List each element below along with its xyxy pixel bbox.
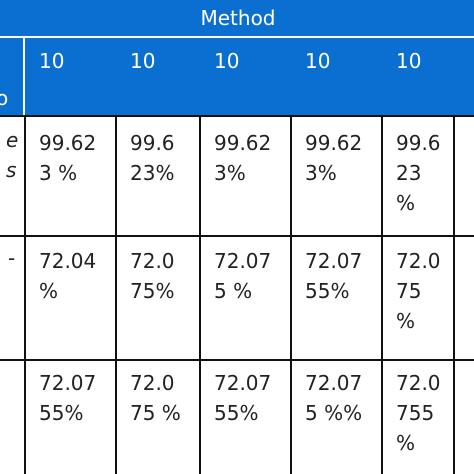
row-divider-top: [0, 115, 474, 117]
cell-line: 72.07: [39, 371, 97, 395]
table-cell: 72.04 %: [39, 246, 119, 306]
table-cell: 99.62 3 %: [39, 128, 119, 188]
cell-line: 3%: [214, 161, 246, 185]
column-divider-5: [453, 115, 455, 474]
table-cell: 99.6 23%: [130, 128, 210, 188]
column-header-1: 10: [39, 49, 65, 73]
cell-line: 99.62: [305, 131, 363, 155]
cell-line: %: [396, 191, 416, 215]
cell-line: 72.0: [130, 371, 175, 395]
table-cell: 72.0 75%: [130, 246, 210, 306]
cell-line: 99.6: [396, 131, 441, 155]
cell-line: 55%: [305, 279, 350, 303]
cell-line: %: [396, 309, 416, 333]
table-cell: 99.62 3%: [305, 128, 385, 188]
cell-line: 99.6: [130, 131, 175, 155]
row-divider-1: [0, 235, 474, 237]
cell-line: %: [39, 279, 59, 303]
column-header-5: 10: [396, 49, 422, 73]
cell-line: 3 %: [39, 161, 78, 185]
left-clipped-row-2-line-1: -: [8, 246, 16, 270]
table-cell: 72.07 55%: [305, 246, 385, 306]
cell-line: 23: [396, 161, 422, 185]
left-clipped-header-text: o: [0, 86, 9, 110]
column-header-4: 10: [305, 49, 331, 73]
cell-line: %: [396, 431, 416, 455]
cell-line: 99.62: [39, 131, 97, 155]
cell-line: 75 %: [130, 401, 181, 425]
table-cell: 72.07 5 %%: [305, 368, 385, 428]
cell-line: 99.62: [214, 131, 272, 155]
table-header-band: [0, 0, 474, 115]
cell-line: 72.07: [305, 371, 363, 395]
cell-line: 5 %: [214, 279, 253, 303]
left-clipped-row-1: e s: [0, 128, 22, 198]
left-clipped-row-1-line-2: s: [6, 158, 17, 182]
header-column-separator: [23, 38, 25, 115]
method-header: Method: [200, 6, 276, 30]
left-clipped-row-2: -: [0, 246, 22, 276]
column-header-2: 10: [130, 49, 156, 73]
table-cell: 99.6 23 %: [396, 128, 452, 218]
column-header-3: 10: [214, 49, 240, 73]
cell-line: 72.0: [396, 371, 441, 395]
cell-line: 72.07: [214, 249, 272, 273]
cell-line: 72.07: [305, 249, 363, 273]
table-cell: 72.07 5 %: [214, 246, 294, 306]
cell-line: 3%: [305, 161, 337, 185]
column-divider-4: [381, 115, 383, 474]
table-cell: 99.62 3%: [214, 128, 294, 188]
cell-line: 72.0: [396, 249, 441, 273]
table-cell: 72.0 755 %: [396, 368, 452, 458]
left-clipped-header-cell: o: [0, 86, 22, 112]
table-cell: 72.0 75 %: [396, 246, 452, 336]
table-cell: 72.07 55%: [39, 368, 119, 428]
cell-line: 72.04: [39, 249, 97, 273]
cell-line: 55%: [39, 401, 84, 425]
column-divider-3: [290, 115, 292, 474]
cell-line: 23%: [130, 161, 175, 185]
row-divider-2: [0, 359, 474, 361]
left-clipped-row-1-line-1: e: [6, 128, 19, 152]
table-cell: 72.0 75 %: [130, 368, 210, 428]
table-cell: 72.07 55%: [214, 368, 294, 428]
cell-line: 72.0: [130, 249, 175, 273]
column-divider-0: [24, 115, 26, 474]
cell-line: 5 %%: [305, 401, 363, 425]
cell-line: 75: [396, 279, 422, 303]
cell-line: 755: [396, 401, 435, 425]
cell-line: 72.07: [214, 371, 272, 395]
column-divider-2: [199, 115, 201, 474]
header-divider: [0, 36, 474, 38]
cell-line: 75%: [130, 279, 175, 303]
cell-line: 55%: [214, 401, 259, 425]
column-divider-1: [115, 115, 117, 474]
